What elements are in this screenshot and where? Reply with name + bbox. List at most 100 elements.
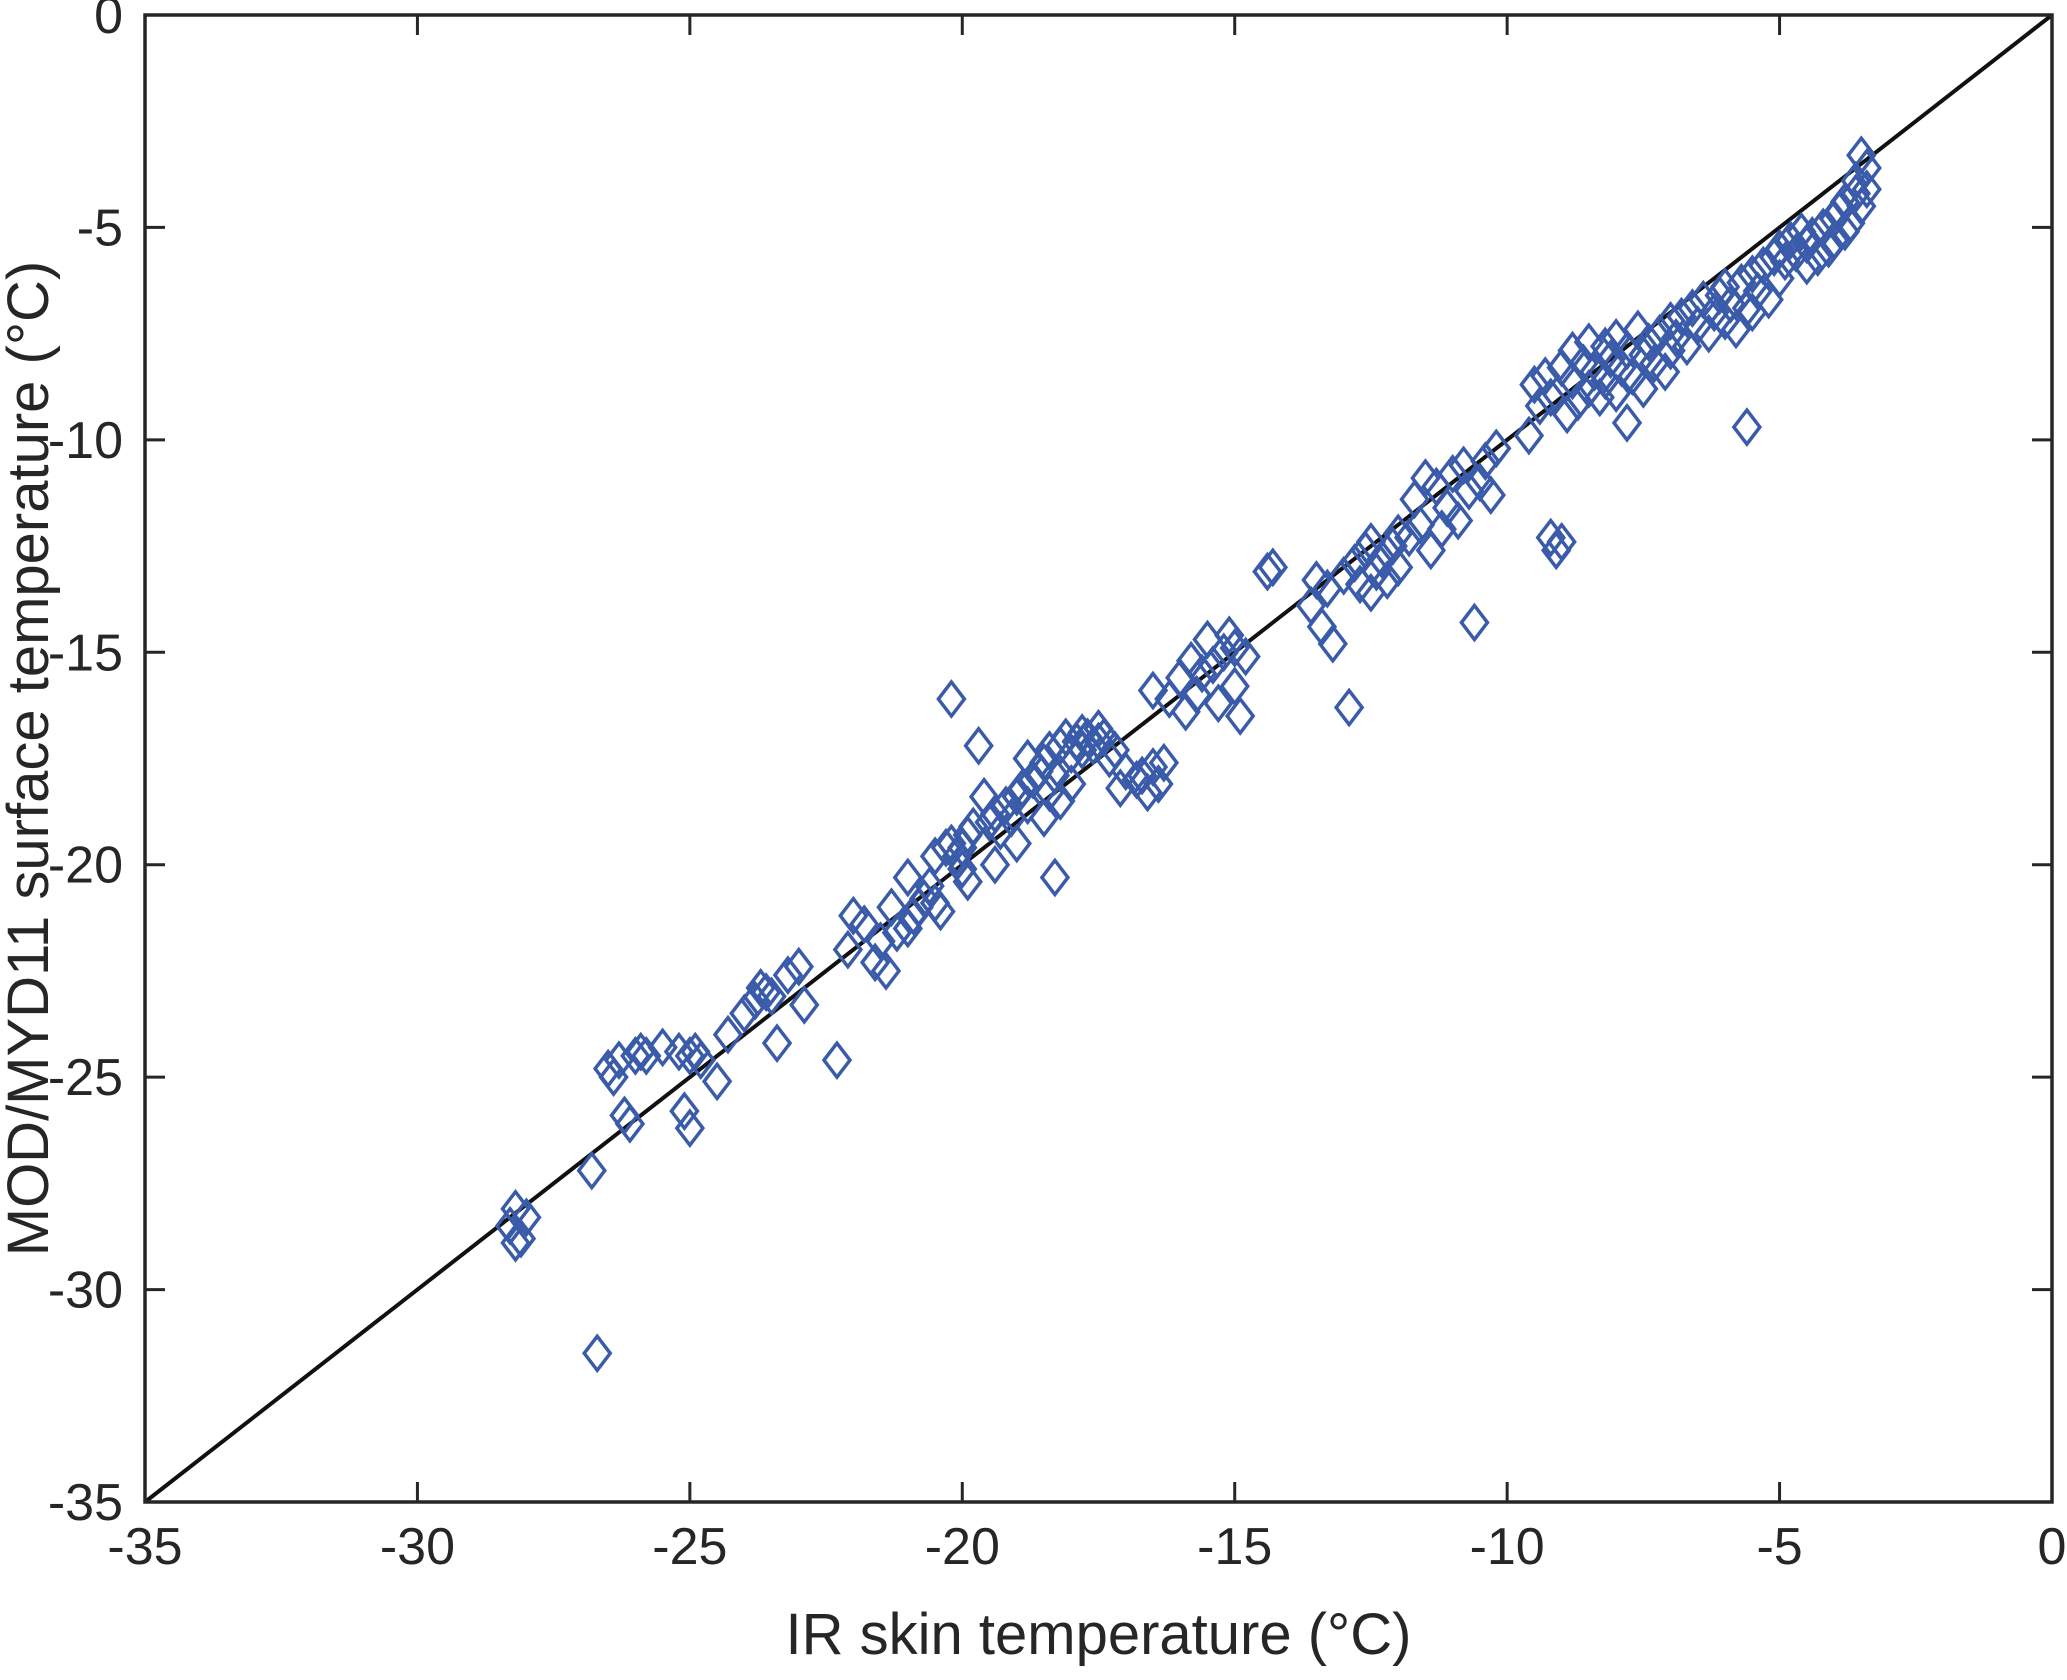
data-point-diamond <box>511 1197 542 1238</box>
tick-labels: -35 -30 -25 -20 -15 -10 -5 0 -35 -30 -25 -20 -15 -10 -… <box>48 0 2067 1576</box>
data-point-diamond <box>1437 453 1468 494</box>
data-point-diamond <box>1007 768 1038 809</box>
data-point-diamond <box>1001 823 1032 864</box>
x-tick-label: -20 <box>925 1518 1000 1576</box>
data-point-diamond <box>1797 216 1828 256</box>
data-point-diamond <box>1818 220 1850 261</box>
data-point-diamond <box>729 993 760 1034</box>
data-point-diamond <box>1257 547 1289 588</box>
y-tick-label: -30 <box>48 1262 123 1320</box>
x-tick-label: -10 <box>1470 1518 1545 1576</box>
data-point-diamond <box>1655 301 1686 341</box>
x-tick-label: 0 <box>2038 1518 2067 1576</box>
data-point-diamond <box>1186 653 1218 694</box>
y-tick-label: 0 <box>94 0 123 45</box>
data-point-diamond <box>1791 245 1823 286</box>
data-point-diamond <box>952 815 983 855</box>
data-point-diamond <box>1050 717 1082 758</box>
data-point-diamond <box>1535 377 1566 418</box>
data-point-diamond <box>1655 330 1686 371</box>
data-point-diamond <box>1028 798 1060 838</box>
data-point-diamond <box>985 810 1016 851</box>
x-tick-label: -30 <box>380 1518 455 1576</box>
data-point-diamond <box>789 985 820 1025</box>
data-point-diamond <box>1459 602 1490 643</box>
data-point-diamond <box>1404 504 1436 545</box>
data-point-diamond <box>1709 267 1741 307</box>
data-point-diamond <box>1611 402 1643 443</box>
data-point-diamond <box>1633 322 1665 363</box>
x-tick-label: -35 <box>107 1518 182 1576</box>
data-point-diamond <box>1475 475 1507 515</box>
data-point-diamond <box>663 1031 695 1072</box>
data-point-diamond <box>761 1023 793 1064</box>
data-point-diamond <box>849 904 880 945</box>
data-point-diamond <box>914 866 945 906</box>
data-point-diamond <box>701 1061 733 1102</box>
data-point-diamond <box>881 912 913 953</box>
data-point-diamond <box>936 823 967 864</box>
y-tick-label: -10 <box>48 412 123 470</box>
y-axis-label: MOD/MYD11 surface temperature (°C) <box>0 261 61 1257</box>
data-point-diamond <box>979 844 1011 885</box>
data-point-diamond <box>1453 470 1485 511</box>
y-tick-label: -5 <box>77 199 123 257</box>
x-tick-label: -15 <box>1197 1518 1272 1576</box>
data-point-diamond <box>892 857 924 898</box>
data-point-diamond <box>908 878 940 919</box>
data-point-diamond <box>947 849 978 889</box>
x-axis-label: IR skin temperature (°C) <box>786 1602 1412 1667</box>
data-point-diamond <box>832 929 864 970</box>
data-point-diamond <box>1377 526 1408 566</box>
data-point-diamond <box>1731 407 1763 447</box>
data-point-diamond <box>1813 228 1844 269</box>
data-point-diamond <box>1203 683 1234 724</box>
data-point-diamond <box>1366 538 1398 579</box>
data-point-diamond <box>1851 169 1882 210</box>
data-point-diamond <box>772 955 804 996</box>
data-point-diamond <box>821 1040 853 1081</box>
data-point-diamond <box>979 793 1011 834</box>
data-point-diamond <box>1317 623 1348 664</box>
data-point-diamond <box>1066 730 1098 770</box>
data-point-diamond <box>1802 237 1833 278</box>
data-point-diamond <box>1137 747 1169 787</box>
data-point-diamond <box>1546 521 1577 562</box>
data-point-diamond <box>1094 738 1125 779</box>
axes-box <box>143 13 2054 1504</box>
data-point-diamond <box>1382 547 1414 588</box>
data-point-diamond <box>500 1222 531 1263</box>
data-point-diamond <box>1481 428 1512 469</box>
plot-box <box>143 13 2054 1504</box>
data-point-diamond <box>1039 857 1071 898</box>
data-point-diamond <box>1628 368 1659 409</box>
data-point-diamond <box>1519 364 1550 405</box>
data-point-diamond <box>1530 356 1561 397</box>
data-point-diamond <box>712 1014 744 1055</box>
data-point-diamond <box>1393 517 1425 558</box>
data-point-diamond <box>1551 394 1583 435</box>
y-tick-label: -25 <box>48 1049 123 1107</box>
data-point-diamond <box>614 1103 646 1144</box>
data-point-diamond <box>1737 254 1768 295</box>
data-point-diamond <box>603 1040 635 1081</box>
x-tick-label: -25 <box>652 1518 727 1576</box>
data-point-diamond <box>1513 415 1545 456</box>
data-point-diamond <box>1540 530 1572 571</box>
data-point-diamond <box>1600 373 1632 414</box>
data-point-diamond <box>1148 742 1180 783</box>
data-point-diamond <box>1372 560 1403 600</box>
data-point-diamond <box>674 1108 706 1149</box>
data-point-diamond <box>1829 211 1861 252</box>
data-point-diamond <box>1126 755 1158 796</box>
data-point-diamond <box>1214 615 1245 656</box>
data-point-diamond <box>1535 517 1566 558</box>
scatter-markers <box>494 135 1882 1374</box>
data-point-diamond <box>631 1036 662 1076</box>
data-point-diamond <box>1056 764 1087 804</box>
data-point-diamond <box>925 891 956 932</box>
y-tick-label: -35 <box>48 1474 123 1532</box>
data-point-diamond <box>1333 687 1365 728</box>
data-point-diamond <box>1137 670 1169 711</box>
